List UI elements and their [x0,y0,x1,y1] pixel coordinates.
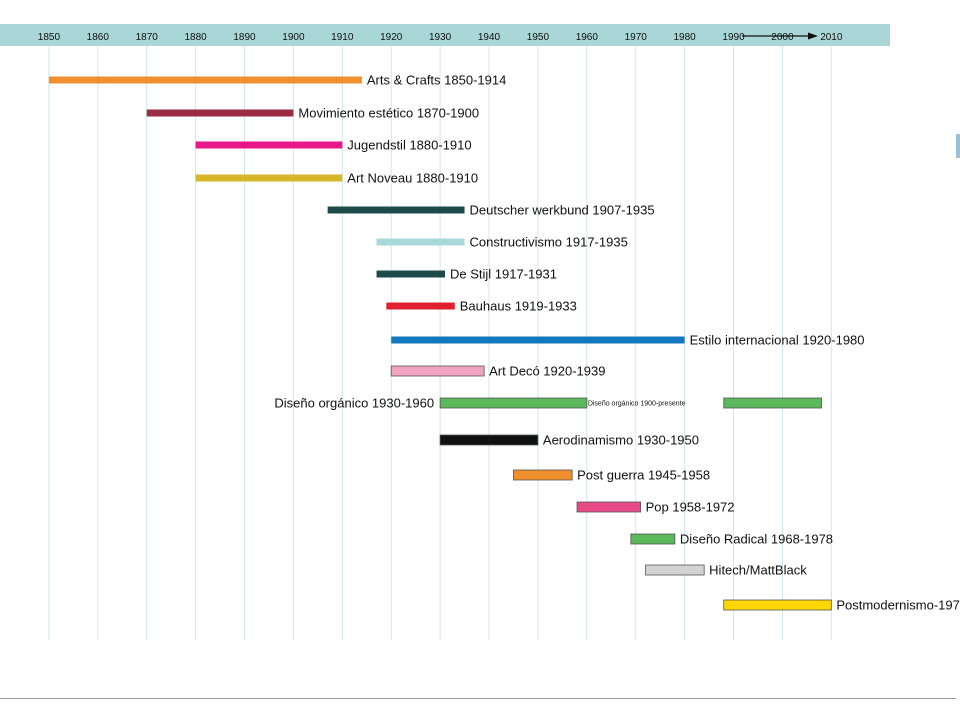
movement-bar-group: Art Noveau 1880-1910 [195,171,478,186]
movement-bar [390,365,485,377]
movement-bar-group: Arts & Crafts 1850-1914 [48,73,506,88]
movement-bar [723,599,832,611]
movement-bar [391,336,685,344]
movement-bar-group: Diseño Radical 1968-1978 [630,532,833,547]
movement-bar [513,469,573,481]
tick-label: 1910 [331,32,354,43]
movement-bar [645,564,705,576]
movement-label: Art Decó 1920-1939 [489,364,605,379]
movement-label: Jugendstil 1880-1910 [347,138,471,153]
tick-label: 1960 [576,32,599,43]
movement-label: Constructivismo 1917-1935 [470,235,628,250]
movement-bar-group: Diseño orgánico 1930-1960 [274,396,588,411]
movement-bar [439,434,539,446]
movement-label: Estilo internacional 1920-1980 [690,333,865,348]
bottom-divider [0,698,956,699]
tick-label: 1940 [478,32,501,43]
movement-bar [146,109,294,117]
movement-label: Aerodinamismo 1930-1950 [543,433,699,448]
tick-label: 2000 [771,32,794,43]
tick-label: 1950 [527,32,550,43]
movement-bar-group: Art Decó 1920-1939 [390,364,605,379]
movement-bar [386,302,455,310]
movement-bars: Arts & Crafts 1850-1914 Movimiento estéti… [48,73,960,613]
movement-bar [723,397,822,409]
movement-label: De Stijl 1917-1931 [450,267,557,282]
movement-label: Pop 1958-1972 [646,500,735,515]
tick-label: 1980 [673,32,696,43]
tick-label: 1930 [429,32,452,43]
movement-bar-group: Jugendstil 1880-1910 [195,138,472,153]
timeline-header-band [0,24,890,46]
movement-label: Diseño orgánico 1900-presente [588,401,686,408]
tick-label: 1920 [380,32,403,43]
movement-bar [48,76,362,84]
movement-label: Arts & Crafts 1850-1914 [367,73,506,88]
tick-label: 1990 [722,32,745,43]
movement-bar-group: Postmodernismo-1978-presente [723,598,960,613]
movement-bar-group: Deutscher werkbund 1907-1935 [327,203,655,218]
movement-bar-group: De Stijl 1917-1931 [376,267,557,282]
movement-label: Art Noveau 1880-1910 [347,171,478,186]
movement-bar [195,174,343,182]
tick-label: 1880 [184,32,207,43]
movement-bar [195,141,343,149]
side-marker [956,134,960,158]
movement-label: Diseño Radical 1968-1978 [680,532,833,547]
tick-label: 1850 [38,32,61,43]
movement-label: Post guerra 1945-1958 [577,468,710,483]
movement-bar-group: Diseño orgánico 1900-presente [588,397,822,409]
movement-label: Bauhaus 1919-1933 [460,299,577,314]
movement-label: Hitech/MattBlack [709,563,807,578]
tick-label: 1860 [87,32,110,43]
movement-label: Diseño orgánico 1930-1960 [274,396,434,411]
movement-label: Movimiento estético 1870-1900 [298,106,479,121]
axis-arrow-head-icon [808,32,818,40]
movement-bar [439,397,588,409]
movement-bar-group: Constructivismo 1917-1935 [376,235,628,250]
movement-bar [576,501,642,513]
movement-bar [327,206,465,214]
movement-bar-group: Post guerra 1945-1958 [513,468,710,483]
movement-bar-group: Movimiento estético 1870-1900 [146,106,479,121]
movement-bar-group: Aerodinamismo 1930-1950 [439,433,699,448]
movement-bar [630,533,676,545]
movement-label: Deutscher werkbund 1907-1935 [470,203,655,218]
axis-arrow [742,32,818,40]
movement-bar [376,270,445,278]
tick-label: 2010 [820,32,843,43]
movement-bar-group: Bauhaus 1919-1933 [386,299,577,314]
year-ticks: 1850 1860 1870 1880 1890 1900 1910 1920 1930 1940… [38,32,843,43]
tick-label: 1890 [233,32,256,43]
tick-label: 1970 [625,32,648,43]
movement-label: Postmodernismo-1978-presente [836,598,960,613]
movement-bar [376,238,465,246]
tick-label: 1900 [282,32,305,43]
movement-bar-group: Hitech/MattBlack [645,563,807,578]
movement-bar-group: Pop 1958-1972 [576,500,735,515]
movement-bar-group: Estilo internacional 1920-1980 [391,333,865,348]
tick-label: 1870 [136,32,159,43]
